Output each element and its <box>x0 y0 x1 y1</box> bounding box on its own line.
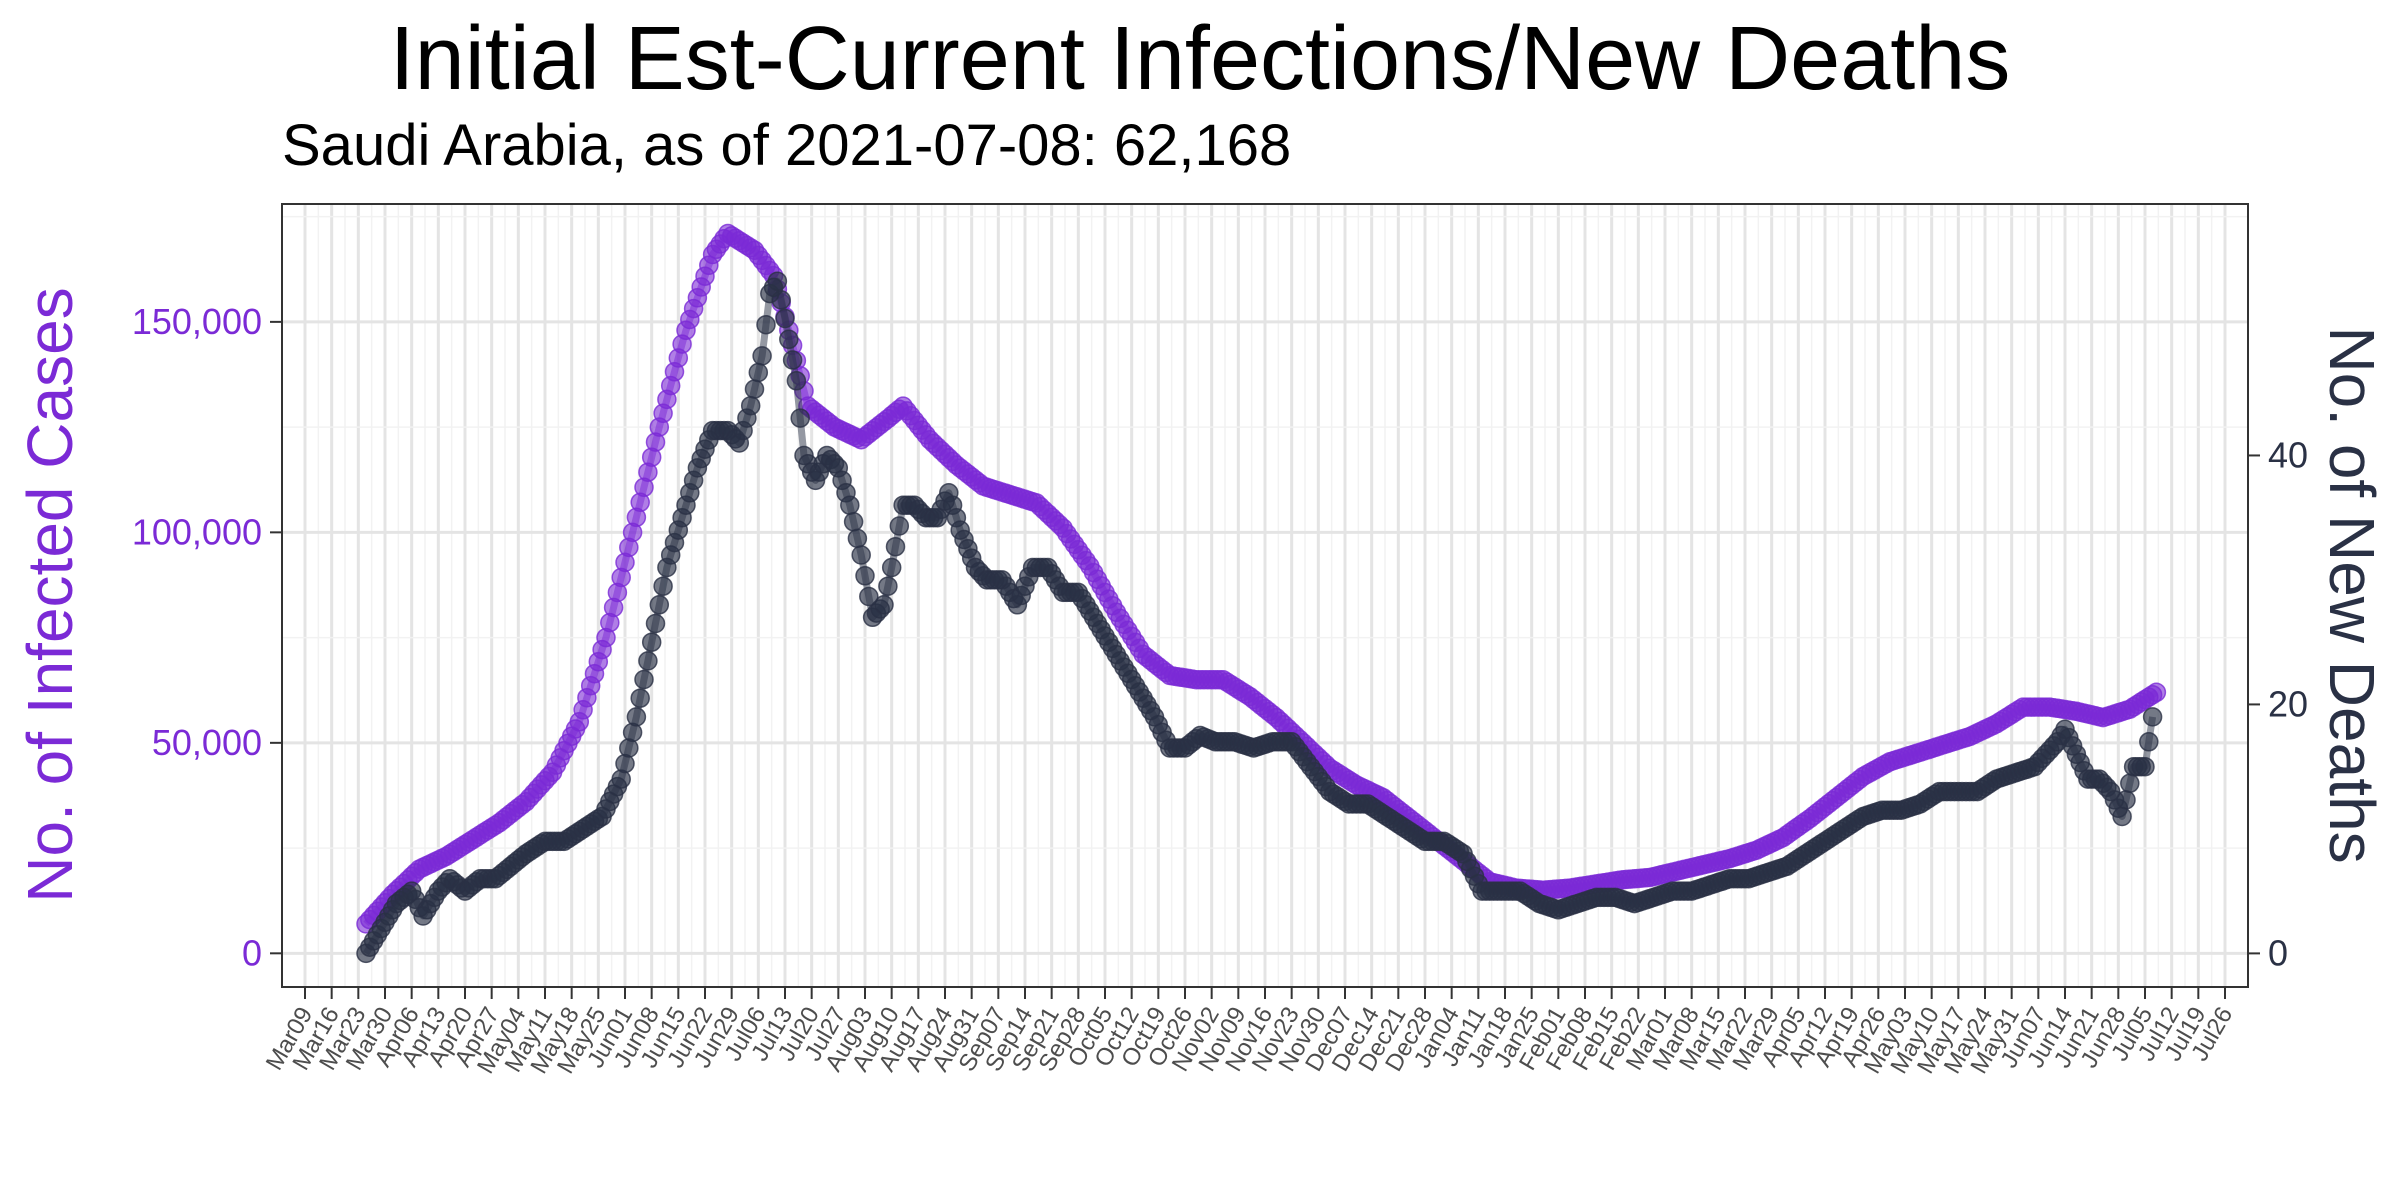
deaths-point <box>744 379 765 399</box>
deaths-point <box>782 350 803 370</box>
deaths-point <box>874 595 894 615</box>
deaths-point <box>786 371 807 391</box>
deaths-point <box>771 290 791 310</box>
deaths-point <box>885 536 906 557</box>
right-axis-title: No. of New Deaths <box>2316 326 2388 863</box>
deaths-point <box>630 688 650 708</box>
deaths-point <box>634 669 654 690</box>
left-axis-tick-label: 50,000 <box>152 722 262 763</box>
deaths-point <box>779 329 799 350</box>
deaths-series <box>356 271 2163 964</box>
deaths-point <box>855 566 875 586</box>
deaths-point <box>851 545 871 565</box>
deaths-point <box>2142 707 2163 727</box>
left-axis-tick-label: 100,000 <box>132 511 262 552</box>
deaths-point <box>752 346 772 366</box>
deaths-point <box>2112 806 2132 827</box>
x-axis: Mar09Mar16Mar23Mar30Apr06Apr13Apr20Apr27… <box>261 987 2238 1078</box>
left-axis-tick-label: 150,000 <box>132 301 262 342</box>
deaths-point <box>641 632 662 652</box>
deaths-point <box>2139 732 2159 752</box>
deaths-point <box>740 395 761 416</box>
deaths-point <box>638 651 658 671</box>
deaths-point <box>790 408 810 428</box>
deaths-point <box>847 528 868 549</box>
deaths-point <box>840 495 860 515</box>
infected-point <box>2146 682 2167 703</box>
deaths-point <box>2135 756 2155 777</box>
deaths-point <box>859 586 879 607</box>
deaths-point <box>748 362 769 383</box>
left-axis: 0 50,000 100,000 150,000 <box>132 301 282 973</box>
deaths-point <box>653 576 673 596</box>
left-axis-title: No. of Infected Cases <box>14 287 86 902</box>
left-axis-tick-label: 0 <box>242 932 262 973</box>
deaths-point <box>878 576 898 596</box>
deaths-point <box>756 314 776 335</box>
deaths-point <box>649 595 670 615</box>
deaths-point <box>767 271 788 291</box>
chart-title: Initial Est-Current Infections/New Death… <box>389 9 2011 109</box>
chart-subtitle: Saudi Arabia, as of 2021-07-08: 62,168 <box>282 113 1292 178</box>
deaths-point <box>843 512 864 532</box>
deaths-point <box>881 557 902 578</box>
right-axis: 0 20 40 <box>2248 434 2308 973</box>
deaths-point <box>889 516 910 536</box>
deaths-point <box>645 613 666 634</box>
right-axis-tick-label: 20 <box>2268 683 2308 724</box>
deaths-point <box>2116 790 2136 810</box>
deaths-point <box>626 707 647 727</box>
right-axis-tick-label: 0 <box>2268 932 2288 973</box>
deaths-point <box>2120 773 2140 794</box>
deaths-point <box>775 308 795 329</box>
right-axis-tick-label: 40 <box>2268 434 2308 475</box>
